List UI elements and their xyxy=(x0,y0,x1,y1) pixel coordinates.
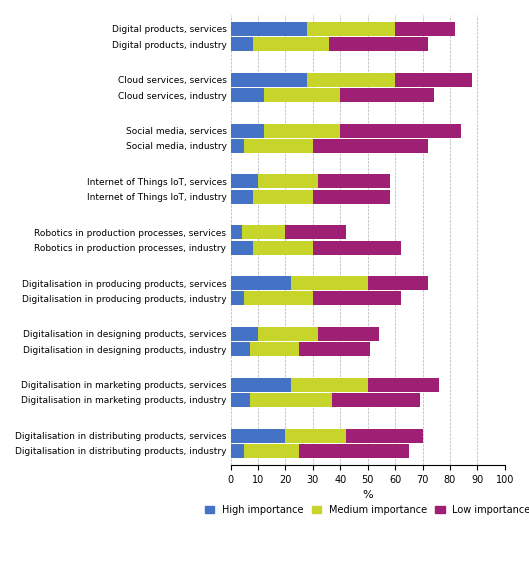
Bar xyxy=(231,190,253,204)
Bar xyxy=(231,378,291,392)
Bar xyxy=(395,22,455,36)
Bar xyxy=(253,190,313,204)
Bar xyxy=(253,37,330,51)
Bar xyxy=(291,378,368,392)
Bar xyxy=(231,444,244,458)
Bar xyxy=(253,240,313,255)
Bar xyxy=(299,342,370,356)
Bar xyxy=(242,225,286,239)
Bar xyxy=(286,225,346,239)
Legend: High importance, Medium importance, Low importance: High importance, Medium importance, Low … xyxy=(201,501,529,519)
Bar xyxy=(263,124,340,138)
Bar xyxy=(231,429,286,443)
Bar xyxy=(286,429,346,443)
Bar xyxy=(395,73,472,87)
Bar xyxy=(231,37,253,51)
Bar xyxy=(244,291,313,305)
Bar xyxy=(330,37,428,51)
Bar xyxy=(368,276,428,290)
Bar xyxy=(313,139,428,153)
Bar xyxy=(313,240,400,255)
Bar xyxy=(258,175,318,188)
Bar xyxy=(231,22,307,36)
Bar xyxy=(244,444,299,458)
Bar xyxy=(313,291,400,305)
Bar xyxy=(231,175,258,188)
Bar xyxy=(299,444,409,458)
Bar xyxy=(346,429,423,443)
Bar xyxy=(231,139,244,153)
Bar xyxy=(231,73,307,87)
Bar xyxy=(231,124,263,138)
Bar xyxy=(231,327,258,341)
Bar xyxy=(231,88,263,102)
Bar xyxy=(340,124,461,138)
Bar xyxy=(250,393,332,407)
Bar xyxy=(231,276,291,290)
Bar xyxy=(318,175,390,188)
Bar xyxy=(291,276,368,290)
Bar xyxy=(231,291,244,305)
X-axis label: %: % xyxy=(362,490,373,500)
Bar xyxy=(332,393,420,407)
Bar xyxy=(258,327,318,341)
Bar xyxy=(231,240,253,255)
Bar xyxy=(231,393,250,407)
Bar xyxy=(263,88,340,102)
Bar xyxy=(244,139,313,153)
Bar xyxy=(307,22,395,36)
Bar xyxy=(250,342,299,356)
Bar xyxy=(231,225,242,239)
Bar xyxy=(231,342,250,356)
Bar xyxy=(313,190,390,204)
Bar xyxy=(318,327,379,341)
Bar xyxy=(368,378,439,392)
Bar xyxy=(340,88,434,102)
Bar xyxy=(307,73,395,87)
